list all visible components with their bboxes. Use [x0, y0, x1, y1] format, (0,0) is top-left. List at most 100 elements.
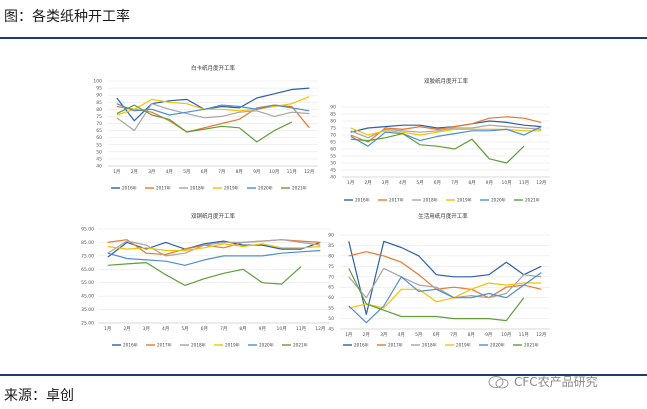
chart-title: 白卡纸月度开工率	[191, 64, 236, 72]
x-tick-label: 2月	[131, 169, 138, 175]
y-tick-label: 75	[330, 126, 336, 132]
bottom-rule	[0, 374, 647, 376]
legend-label: 2016年	[354, 342, 369, 349]
y-tick-label: 40	[96, 164, 102, 170]
legend-label: 2017年	[388, 342, 403, 349]
x-tick-label: 12月	[536, 332, 546, 338]
series-line-2018年	[348, 267, 542, 299]
legend-label: 2019年	[225, 342, 240, 349]
y-tick-label: 45	[328, 327, 334, 333]
legend-label: 2016年	[123, 342, 138, 349]
chart-title: 双铜纸月度开工率	[191, 212, 236, 220]
y-tick-label: 65	[330, 140, 336, 146]
legend-label: 2020年	[259, 342, 274, 349]
x-tick-label: 8月	[236, 169, 243, 175]
y-tick-label: 75	[328, 264, 334, 270]
chart-title: 双胶纸月度开工率	[424, 77, 469, 85]
x-tick-label: 11月	[519, 180, 529, 186]
y-tick-label: 50	[330, 161, 336, 167]
x-tick-label: 3月	[380, 332, 387, 338]
legend-label: 2018年	[423, 197, 438, 204]
page-title: 图：各类纸种开工率	[4, 9, 130, 25]
y-tick-label: 85	[328, 243, 334, 249]
y-tick-label: 70	[330, 133, 336, 139]
x-tick-label: 3月	[382, 180, 389, 186]
legend-label: 2020年	[490, 342, 505, 349]
series-line-2016年	[348, 240, 542, 315]
legend-label: 2017年	[157, 342, 172, 349]
x-tick-label: 9月	[485, 332, 492, 338]
y-tick-label: 25.00	[81, 321, 94, 327]
y-tick-label: 95.00	[81, 227, 94, 233]
x-tick-label: 3月	[143, 326, 150, 332]
legend-label: 2016年	[122, 185, 137, 192]
series-line-2021年	[350, 133, 525, 164]
x-tick-label: 12月	[315, 326, 325, 332]
x-tick-label: 5月	[416, 180, 423, 186]
x-tick-label: 6月	[434, 180, 441, 186]
legend-label: 2018年	[191, 342, 206, 349]
x-tick-label: 2月	[364, 180, 371, 186]
y-tick-label: 70	[96, 121, 102, 127]
x-tick-label: 11月	[296, 326, 306, 332]
y-tick-label: 65.00	[81, 267, 94, 273]
x-tick-label: 11月	[287, 169, 297, 175]
x-tick-label: 10月	[269, 169, 279, 175]
source-text: 来源：卓创	[4, 388, 74, 404]
legend-label: 2021年	[293, 342, 308, 349]
x-tick-label: 7月	[220, 326, 227, 332]
legend-label: 2020年	[491, 197, 506, 204]
legend-label: 2020年	[258, 185, 273, 192]
x-tick-label: 4月	[166, 169, 173, 175]
y-tick-label: 85	[330, 112, 336, 118]
x-tick-label: 2月	[363, 332, 370, 338]
y-tick-label: 55	[96, 142, 102, 148]
x-tick-label: 1月	[104, 326, 111, 332]
series-line-2019年	[350, 127, 542, 136]
x-tick-label: 11月	[519, 332, 529, 338]
x-tick-label: 5月	[181, 326, 188, 332]
legend-label: 2019年	[457, 197, 472, 204]
y-tick-label: 40	[330, 175, 336, 181]
y-tick-label: 60	[328, 295, 334, 301]
series-line-2021年	[348, 268, 525, 322]
x-tick-label: 3月	[148, 169, 155, 175]
y-tick-label: 90	[328, 233, 334, 239]
x-tick-label: 1月	[347, 180, 354, 186]
watermark-text: CFC农产品研究	[514, 375, 598, 389]
x-tick-label: 10月	[277, 326, 287, 332]
x-tick-label: 1月	[113, 169, 120, 175]
x-tick-label: 7月	[218, 169, 225, 175]
x-tick-label: 12月	[304, 169, 314, 175]
x-tick-label: 10月	[502, 180, 512, 186]
series-line-2021年	[107, 262, 302, 286]
legend-label: 2021年	[525, 197, 540, 204]
y-tick-label: 50	[328, 316, 334, 322]
y-tick-label: 35.00	[81, 307, 94, 313]
series-line-2016年	[116, 87, 310, 122]
wechat-icon	[488, 375, 509, 388]
y-tick-label: 60	[96, 135, 102, 141]
x-tick-label: 8月	[468, 180, 475, 186]
y-tick-label: 45	[330, 168, 336, 174]
legend-label: 2018年	[190, 185, 205, 192]
series-line-2019年	[107, 243, 321, 252]
legend-label: 2021年	[524, 342, 539, 349]
y-tick-label: 55	[328, 306, 334, 312]
y-tick-label: 45	[96, 156, 102, 162]
x-tick-label: 9月	[486, 180, 493, 186]
chart-panel-4: 生活用纸月度开工率 45 50 55 60 65 70 75 80 85 90 1月 2月 3月 4月 5月 6…	[328, 212, 550, 349]
x-tick-label: 5月	[183, 169, 190, 175]
x-tick-label: 12月	[536, 180, 546, 186]
y-tick-label: 45.00	[81, 294, 94, 300]
y-tick-label: 80	[330, 119, 336, 125]
y-tick-label: 75	[96, 114, 102, 120]
y-tick-label: 55	[330, 154, 336, 160]
x-tick-label: 7月	[450, 332, 457, 338]
x-tick-label: 1月	[345, 332, 352, 338]
x-tick-label: 9月	[259, 326, 266, 332]
series-line-2018年	[107, 239, 321, 257]
